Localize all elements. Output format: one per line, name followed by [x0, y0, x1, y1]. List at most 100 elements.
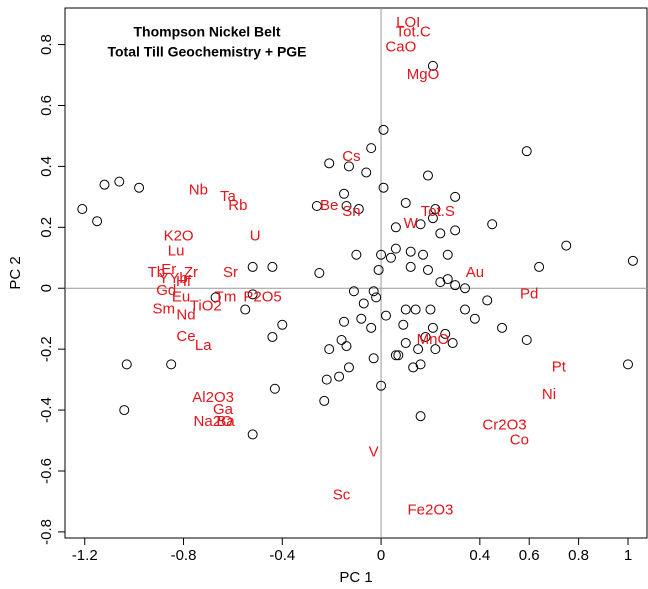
x-tick-label: -1.2: [72, 547, 98, 564]
point: [390, 350, 401, 361]
loading-label: Er: [161, 261, 176, 278]
point: [427, 60, 438, 71]
point: [440, 328, 451, 339]
loading-label: Rb: [228, 197, 247, 214]
point: [450, 225, 461, 236]
loading-label: Pd: [520, 285, 538, 302]
x-tick-label: 0.4: [469, 547, 490, 564]
point: [210, 292, 221, 303]
point: [267, 331, 278, 342]
loading-label: Sc: [333, 486, 351, 503]
point: [420, 331, 431, 342]
loading-label: Ba: [216, 413, 235, 430]
point: [442, 249, 453, 260]
loading-label: Co: [510, 431, 529, 448]
point: [311, 200, 322, 211]
y-tick-label: 0.4: [38, 156, 55, 177]
point: [343, 362, 354, 373]
loading-label: Y: [159, 270, 169, 287]
point: [353, 204, 364, 215]
point: [341, 200, 352, 211]
x-tick-label: -0.8: [171, 547, 197, 564]
point: [442, 274, 453, 285]
point: [336, 335, 347, 346]
point: [134, 182, 145, 193]
loading-label: K2O: [164, 227, 194, 244]
point: [415, 359, 426, 370]
point: [339, 316, 350, 327]
loading-label: Tot.S: [421, 203, 455, 220]
point: [376, 380, 387, 391]
point: [314, 268, 325, 278]
loading-label: Sn: [342, 203, 360, 220]
point: [378, 182, 389, 193]
point: [390, 222, 401, 233]
loading-label: P2O5: [243, 288, 281, 305]
point: [408, 362, 419, 373]
y-tick-label: -0.4: [38, 397, 55, 423]
point: [341, 341, 352, 352]
point: [425, 304, 436, 315]
point: [430, 344, 441, 355]
point: [361, 167, 372, 178]
point: [435, 277, 446, 288]
y-axis-label: PC 2: [7, 256, 24, 289]
loading-label: Fe2O3: [408, 502, 454, 519]
point: [121, 359, 132, 370]
loading-label: MgO: [407, 66, 440, 83]
loading-label: LOI: [396, 14, 420, 31]
y-tick-label: 0: [38, 284, 55, 292]
loading-label: Hf: [176, 273, 192, 290]
point: [247, 429, 258, 440]
point: [267, 261, 278, 272]
point: [398, 319, 409, 330]
plot-frame: [64, 7, 648, 539]
point: [405, 261, 416, 272]
loading-label: Sm: [153, 301, 176, 318]
chart-title: Total Till Geochemistry + PGE: [107, 44, 306, 60]
point: [430, 204, 441, 215]
loading-label: Zr: [184, 264, 198, 281]
point: [119, 405, 130, 416]
loading-label: Yb: [169, 270, 187, 287]
y-tick-label: 0.8: [38, 34, 55, 55]
point: [77, 204, 88, 215]
point: [114, 176, 125, 187]
point: [324, 158, 335, 169]
point: [400, 338, 411, 349]
point: [99, 179, 110, 190]
point: [482, 295, 493, 306]
point: [460, 304, 471, 315]
point: [435, 228, 446, 239]
point: [390, 243, 401, 254]
loading-label: Cs: [342, 148, 360, 165]
loading-label: TiO2: [190, 297, 222, 314]
loading-label: Gd: [156, 282, 176, 299]
point: [418, 249, 429, 260]
point: [521, 146, 532, 157]
point: [269, 383, 280, 394]
point: [378, 124, 389, 135]
point: [622, 359, 633, 370]
point: [385, 252, 396, 263]
point: [348, 286, 359, 297]
x-tick-label: 0: [377, 547, 385, 564]
point: [413, 344, 424, 355]
loading-label: Nb: [189, 182, 208, 199]
point: [321, 374, 332, 385]
point: [247, 261, 258, 272]
point: [368, 353, 379, 364]
point: [405, 246, 416, 257]
chart-title: Thompson Nickel Belt: [133, 24, 280, 40]
point: [166, 359, 177, 370]
point: [376, 249, 387, 260]
point: [469, 313, 480, 324]
y-tick-label: -0.2: [38, 336, 55, 362]
loading-label: MnO: [417, 331, 450, 348]
loading-label: Cr2O3: [482, 416, 526, 433]
y-tick-label: -0.8: [38, 519, 55, 545]
point: [356, 313, 367, 324]
point: [450, 280, 461, 291]
loading-label: Nd: [176, 307, 195, 324]
